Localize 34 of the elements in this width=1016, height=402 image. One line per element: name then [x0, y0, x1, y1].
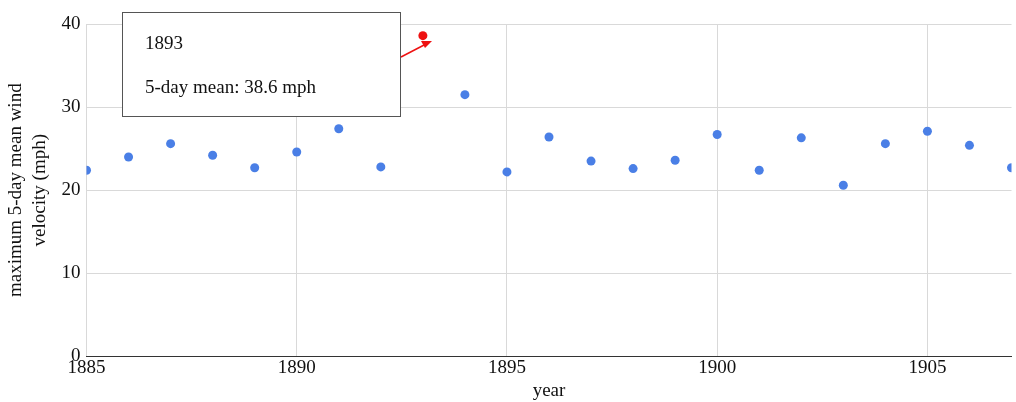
- annotation: 5-day mean: 38.6 mph: [145, 76, 316, 98]
- y-tick-label: 40: [61, 11, 81, 33]
- point: [334, 124, 344, 134]
- point: [376, 162, 386, 172]
- point: [586, 156, 596, 166]
- point: [292, 147, 302, 157]
- point: [208, 150, 218, 160]
- point: [796, 133, 806, 143]
- point: [712, 130, 722, 140]
- point: [628, 164, 638, 174]
- point: [502, 167, 512, 177]
- x-tick-label: 1900: [698, 355, 737, 377]
- y-tick-label: 10: [61, 261, 81, 283]
- point: [964, 140, 974, 150]
- x-axis-title: year: [532, 378, 567, 400]
- point: [838, 180, 848, 190]
- point: [754, 165, 764, 175]
- y-axis-title: maximum 5-day mean wind velocity (mph): [3, 82, 50, 298]
- x-tick-label: 1905: [908, 355, 947, 377]
- annotation: 1893: [145, 32, 183, 54]
- point: [670, 155, 680, 165]
- point: [880, 139, 890, 149]
- x-tick-label: 1895: [487, 355, 526, 377]
- point: [166, 139, 176, 149]
- point: [124, 152, 134, 162]
- point: [418, 31, 428, 41]
- point: [250, 163, 260, 173]
- point: [922, 126, 932, 136]
- y-tick-label: 20: [61, 178, 81, 200]
- point: [460, 90, 470, 100]
- point: [544, 132, 554, 142]
- y-tick-label: 30: [61, 95, 81, 117]
- x-tick-label: 1890: [277, 355, 316, 377]
- tooltip: 1893 5-day mean: 38.6 mph: [122, 12, 401, 117]
